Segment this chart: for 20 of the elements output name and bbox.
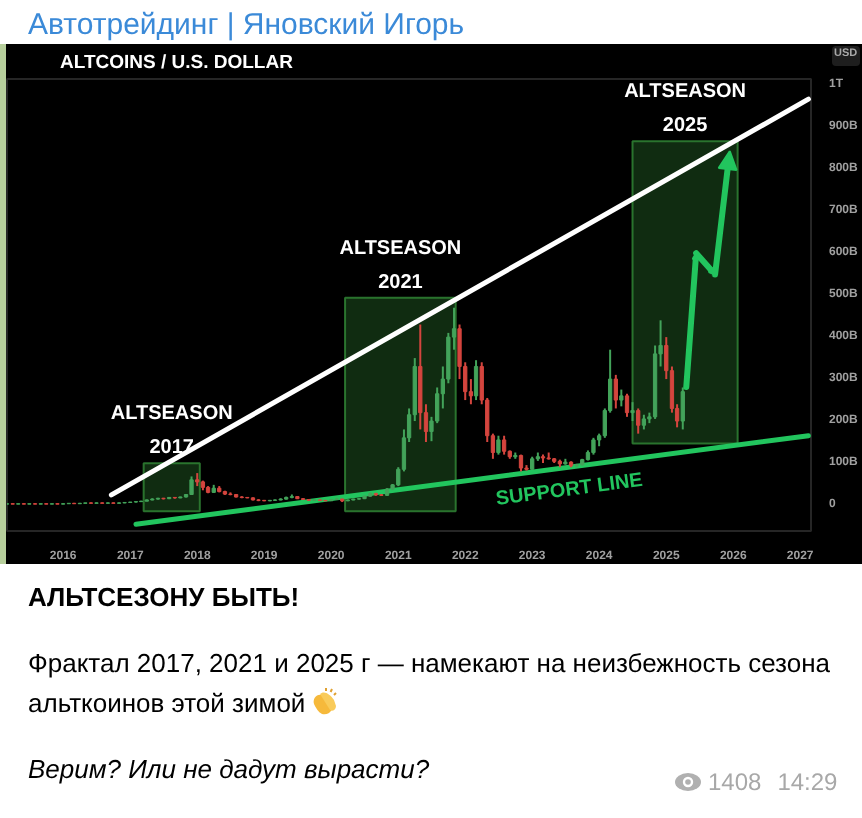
band-label: ALTSEASON 2025 <box>624 81 747 138</box>
text: АЛЬТСЕЗОНУ БЫТЬ! <box>28 580 300 616</box>
candlestick <box>501 434 507 456</box>
candlestick <box>496 434 501 456</box>
candlestick <box>680 386 685 431</box>
band-label: ALTSEASON 2021 <box>339 237 462 294</box>
text: Автотрейдинг | Яновский Игорь <box>28 6 465 46</box>
candlestick <box>636 407 641 435</box>
candlestick <box>613 373 618 410</box>
candlestick <box>630 401 635 423</box>
text: 1408 <box>708 768 762 796</box>
candlestick <box>189 475 194 496</box>
candlestick <box>473 359 479 402</box>
text: SUPPORT LINE <box>494 469 645 511</box>
text: Верим? Или не дадут вырасти? <box>28 752 430 788</box>
chart-title: ALTCOINS / U.S. DOLLAR <box>60 50 293 78</box>
band-label: ALTSEASON 2017 <box>110 403 233 460</box>
candlestick <box>624 392 630 418</box>
text: 14:29 <box>777 768 838 796</box>
text: Фрактал 2017, 2021 и 2025 г — намекают на неизбежность сезона альткоинов этой зимой <box>28 646 833 722</box>
